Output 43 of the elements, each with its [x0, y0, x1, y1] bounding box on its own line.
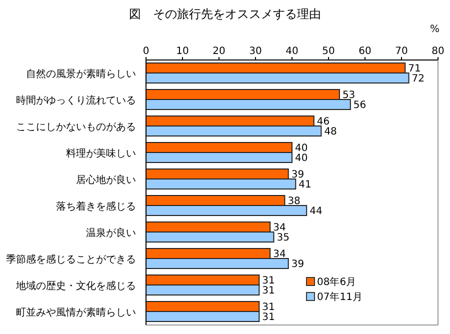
data-label: 40	[295, 143, 308, 154]
data-label: 56	[353, 100, 366, 112]
x-tick-label: 70	[395, 46, 408, 57]
x-tick-label: 40	[286, 46, 298, 57]
data-label: 72	[412, 74, 425, 85]
data-label: 34	[273, 249, 286, 260]
y-tick-label: ここにしかないものがある	[16, 122, 136, 133]
data-label: 41	[298, 180, 312, 191]
x-tick-label: 50	[322, 46, 335, 57]
data-label: 35	[276, 232, 290, 244]
data-label: 39	[291, 259, 304, 270]
legend-label: 08年6月	[317, 276, 356, 288]
x-tick-label: 20	[212, 46, 226, 57]
y-tick-label: 料理が美味しい	[66, 147, 136, 160]
legend-label: 07年11月	[317, 290, 362, 304]
data-label: 53	[342, 90, 356, 102]
data-label: 48	[324, 126, 337, 138]
x-axis-title: %	[430, 24, 440, 35]
y-tick-label: 居心地が良い	[76, 174, 136, 186]
data-label: 31	[262, 286, 275, 297]
x-tick-label: 0	[142, 46, 150, 57]
y-tick-label: 温泉が良い	[86, 226, 136, 239]
y-tick-label: 落ち着きを感じる	[56, 200, 136, 212]
data-label: 31	[262, 302, 275, 314]
y-tick-label: 時間がゆっくり流れている	[16, 94, 136, 106]
data-label: 39	[291, 170, 304, 181]
x-tick-label: 30	[249, 46, 262, 57]
y-tick-label: 地域の歴史・文化を感じる	[15, 280, 136, 292]
data-label: 31	[262, 312, 275, 324]
data-label: 46	[316, 116, 330, 128]
x-tick-label: 10	[176, 46, 189, 57]
data-label: 71	[408, 64, 421, 75]
y-tick-label: 季節感を感じることができる	[6, 253, 136, 266]
data-label: 38	[288, 196, 300, 208]
y-tick-label: 自然の風景が素晴らしい	[26, 68, 136, 80]
data-label: 34	[273, 222, 286, 234]
data-label: 31	[262, 276, 275, 287]
data-label: 44	[310, 206, 322, 218]
x-tick-label: 80	[432, 46, 444, 57]
data-label: 40	[295, 153, 308, 164]
y-tick-label: 町並みや風情が素晴らしい	[16, 306, 136, 318]
chart-title: 図 その旅行先をオススメする理由	[128, 6, 322, 23]
x-tick-label: 60	[358, 46, 372, 57]
